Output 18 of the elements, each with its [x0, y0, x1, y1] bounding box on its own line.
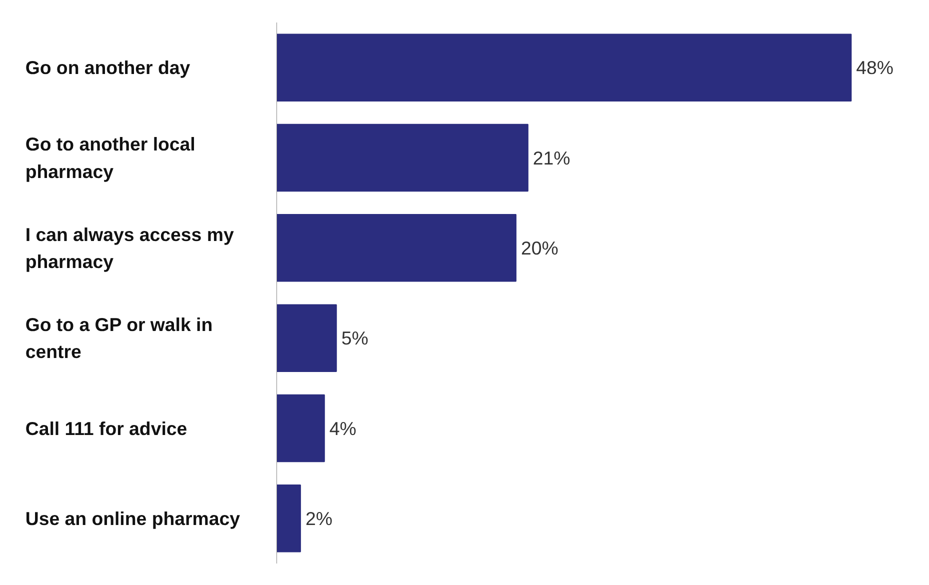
y-tick-label: Go to another local pharmacy	[25, 134, 196, 182]
y-tick-label: Use an online pharmacy	[25, 508, 241, 529]
y-tick-label: Call 111 for advice	[25, 418, 188, 439]
data-label: 5%	[341, 328, 368, 349]
data-label: 21%	[532, 147, 570, 168]
bar	[276, 484, 301, 552]
bar	[276, 214, 516, 282]
bar	[276, 124, 528, 192]
bar	[276, 34, 852, 102]
data-label: 48%	[856, 57, 894, 78]
y-tick-label: I can always access my pharmacy	[25, 224, 234, 272]
bar	[276, 394, 325, 462]
data-label: 20%	[520, 237, 558, 258]
y-tick-label: Go on another day	[25, 57, 191, 78]
data-label: 2%	[305, 508, 332, 529]
data-label: 4%	[329, 418, 356, 439]
bar	[276, 304, 337, 372]
y-tick-label: Go to a GP or walk in centre	[25, 314, 213, 362]
